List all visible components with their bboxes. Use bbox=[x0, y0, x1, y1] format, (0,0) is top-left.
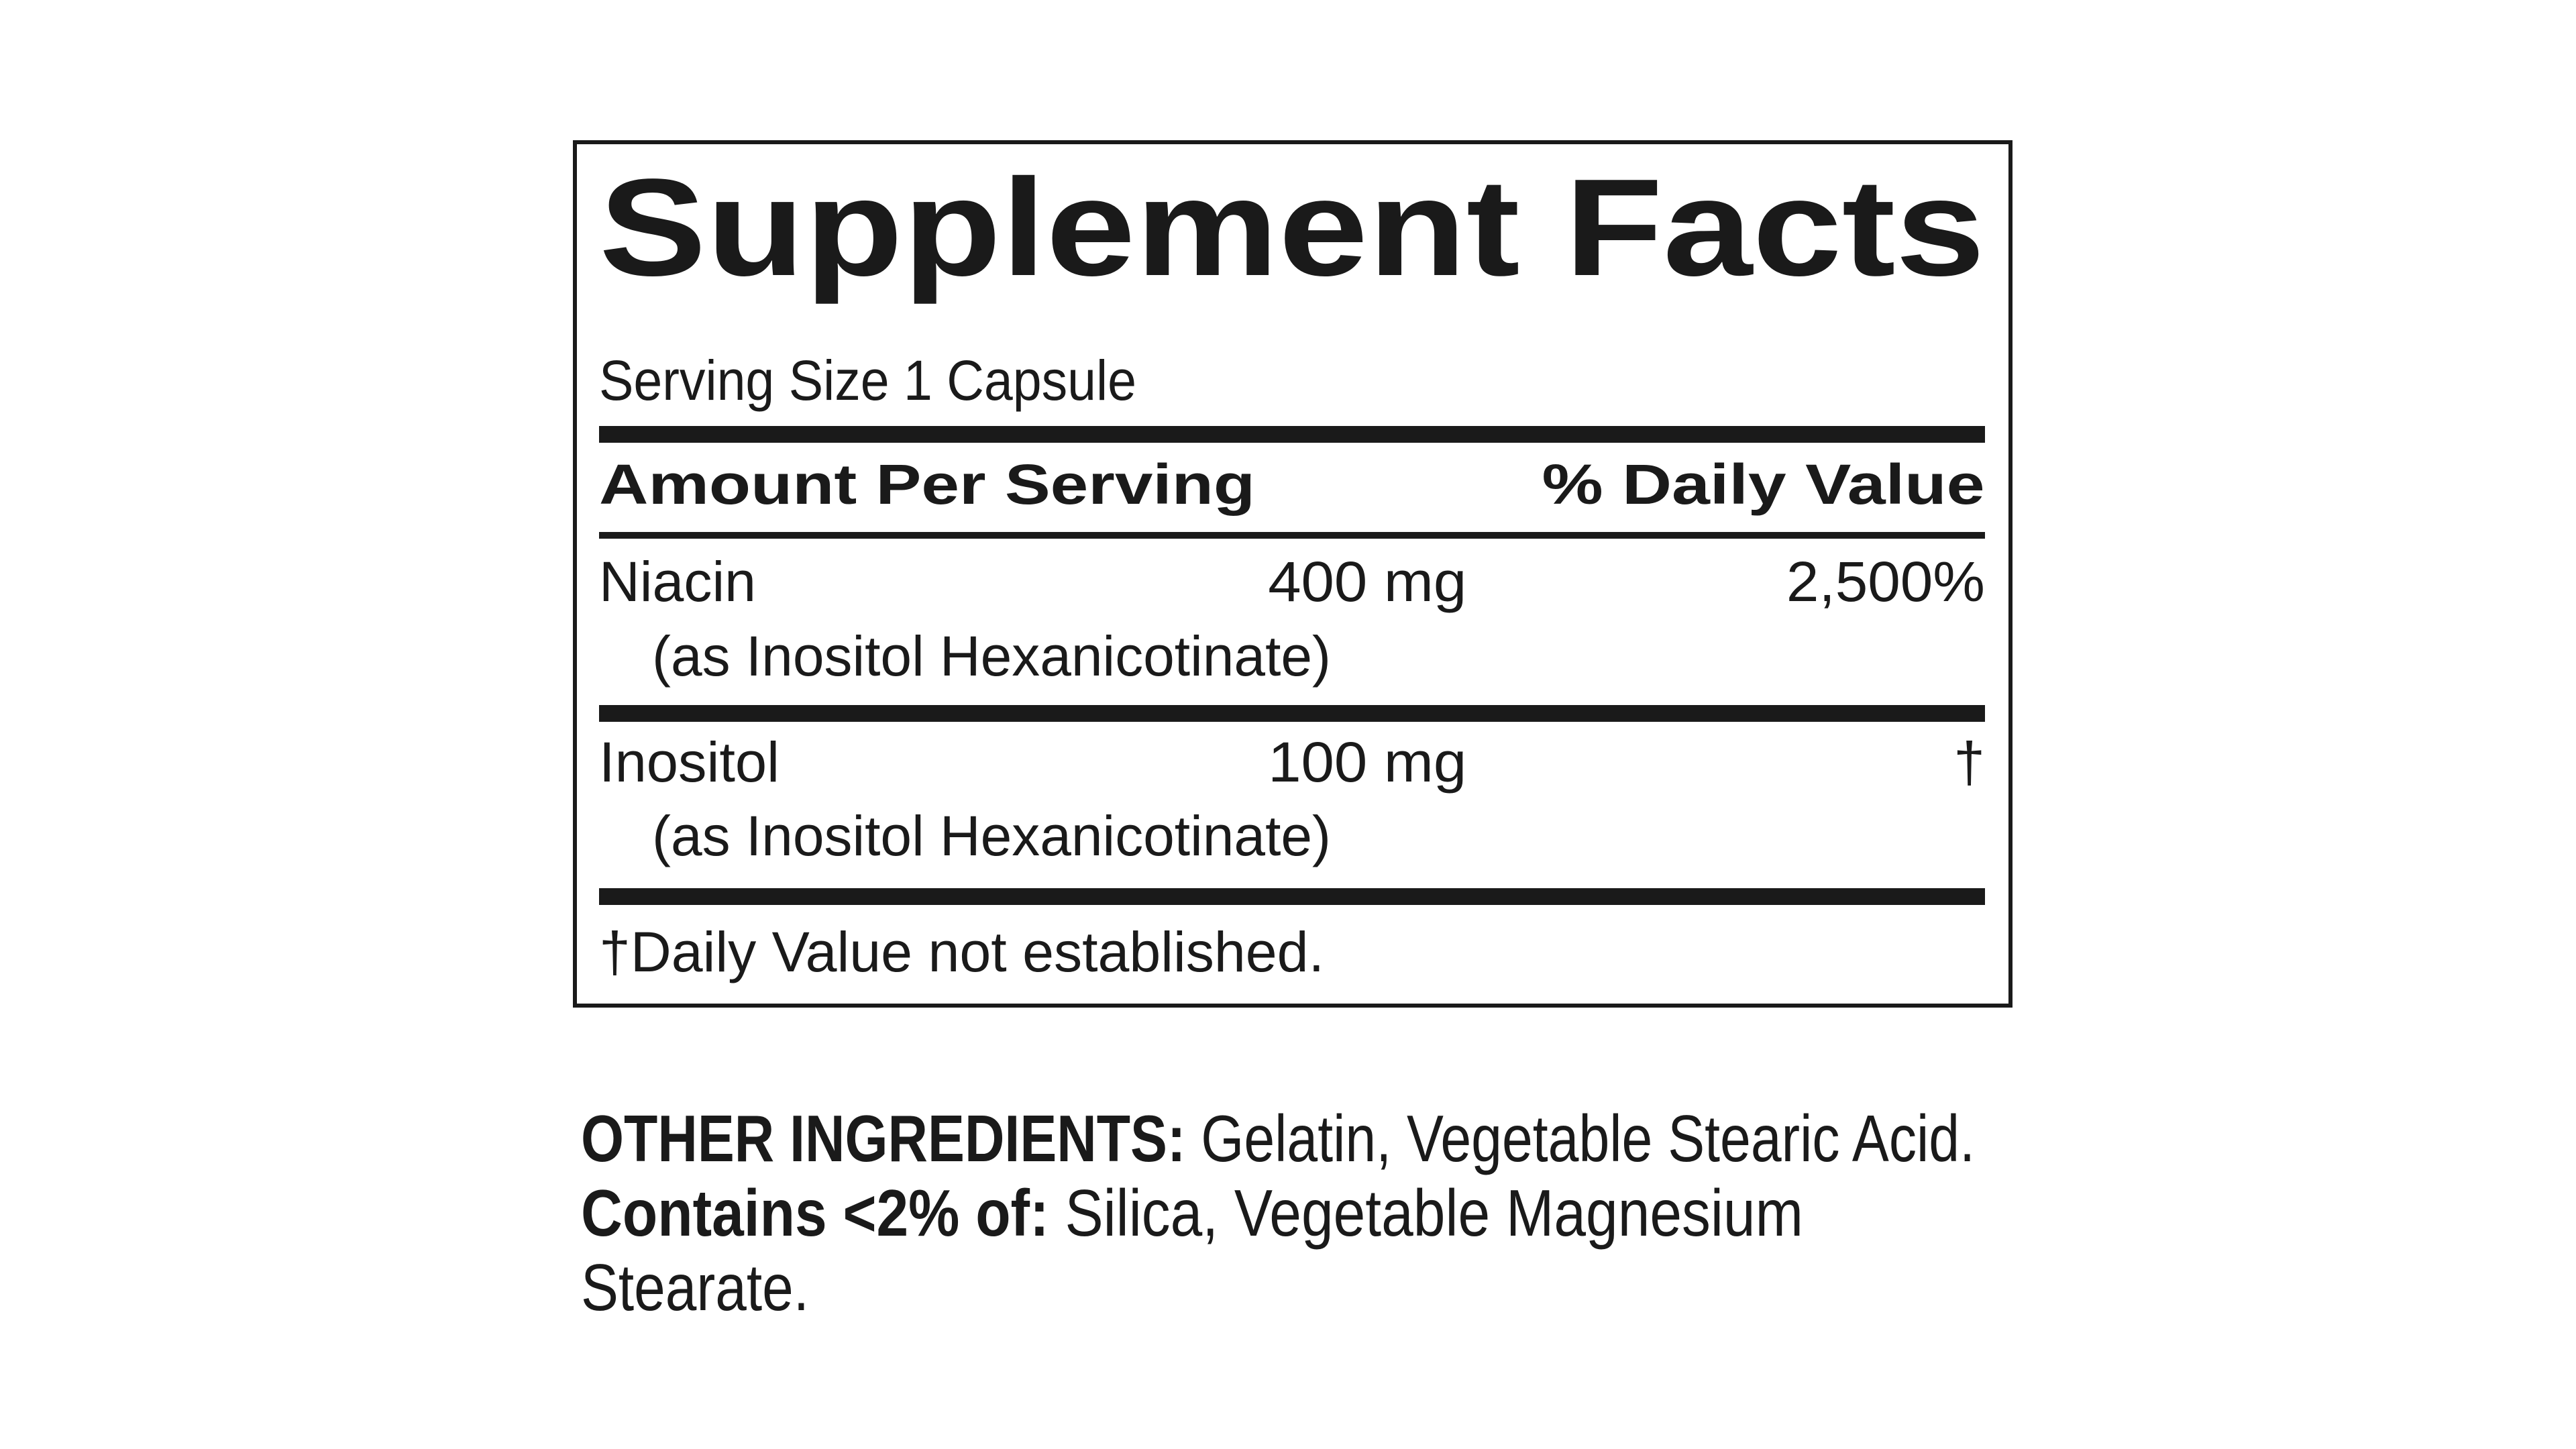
supplement-facts-panel bbox=[573, 140, 2012, 1008]
other-ingredients-line: OTHER INGREDIENTS: Gelatin, Vegetable St… bbox=[581, 1106, 1975, 1171]
panel-title: Supplement Facts bbox=[599, 150, 1985, 305]
nutrient-source: (as Inositol Hexanicotinate) bbox=[652, 804, 1331, 867]
nutrient-amount: 400 mg bbox=[1268, 550, 1466, 613]
thick-divider bbox=[599, 888, 1985, 905]
nutrient-source: (as Inositol Hexanicotinate) bbox=[652, 625, 1331, 688]
nutrient-name: Niacin bbox=[599, 550, 756, 613]
daily-value-header: % Daily Value bbox=[1542, 453, 1985, 516]
contains-text-continued: Stearate. bbox=[581, 1250, 809, 1324]
nutrient-amount: 100 mg bbox=[1268, 731, 1466, 794]
other-ingredients-text: Gelatin, Vegetable Stearic Acid. bbox=[1185, 1102, 1975, 1175]
contains-label: Contains <2% of: bbox=[581, 1176, 1049, 1250]
thick-divider bbox=[599, 705, 1985, 722]
nutrient-daily-value: † bbox=[1953, 731, 1985, 794]
thin-divider bbox=[599, 532, 1985, 539]
contains-line: Contains <2% of: Silica, Vegetable Magne… bbox=[581, 1180, 1803, 1246]
contains-text: Silica, Vegetable Magnesium bbox=[1049, 1176, 1803, 1250]
footnote: †Daily Value not established. bbox=[599, 920, 1324, 983]
nutrient-name: Inositol bbox=[599, 731, 780, 794]
amount-per-serving-header: Amount Per Serving bbox=[599, 453, 1255, 516]
thick-divider bbox=[599, 426, 1985, 443]
other-ingredients-label: OTHER INGREDIENTS: bbox=[581, 1102, 1186, 1175]
serving-size: Serving Size 1 Capsule bbox=[599, 349, 1136, 412]
nutrient-daily-value: 2,500% bbox=[1786, 550, 1985, 613]
